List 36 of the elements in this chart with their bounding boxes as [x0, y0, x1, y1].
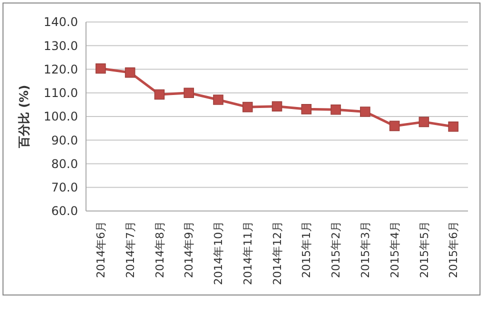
y-tick-label: 140.0	[44, 15, 78, 30]
y-tick-label: 100.0	[44, 110, 78, 124]
x-tick-label: 2014年8月	[153, 221, 166, 278]
y-tick-label: 130.0	[44, 38, 78, 53]
point	[154, 89, 165, 100]
y-tick-label: 90.0	[51, 133, 78, 148]
x-tick-label: 2015年2月	[330, 221, 343, 278]
point	[96, 63, 106, 74]
y-tick-label: 70.0	[51, 180, 78, 195]
x-tick-label: 2015年5月	[418, 221, 431, 278]
x-tick-label: 2014年9月	[182, 221, 196, 278]
point	[213, 94, 224, 105]
point	[242, 102, 253, 112]
y-tick-label: 110.0	[44, 86, 78, 100]
x-tick-label: 2015年3月	[359, 221, 372, 278]
point	[272, 101, 282, 112]
point	[448, 122, 458, 132]
x-tick-label: 2015年6月	[447, 221, 460, 278]
x-tick-label: 2015年1月	[300, 221, 314, 278]
point	[301, 104, 312, 114]
y-tick-label: 80.0	[51, 156, 78, 171]
point	[124, 67, 136, 78]
x-tick-label: 2014年7月	[124, 221, 137, 278]
x-tick-label: 2014年11月	[241, 221, 254, 285]
y-tick-label: 120.0	[44, 62, 78, 76]
point	[184, 88, 194, 98]
x-tick-label: 2014年12月	[270, 221, 284, 285]
x-tick-label: 2014年6月	[94, 221, 108, 278]
point	[330, 104, 341, 115]
y-axis-title: 百分比 (%)	[17, 84, 31, 150]
point	[418, 116, 430, 128]
point	[360, 106, 370, 117]
point	[389, 120, 400, 132]
x-tick-label: 2015年4月	[388, 221, 402, 278]
y-tick-label: 60.0	[51, 204, 78, 218]
x-tick-label: 2014年10月	[212, 221, 226, 285]
